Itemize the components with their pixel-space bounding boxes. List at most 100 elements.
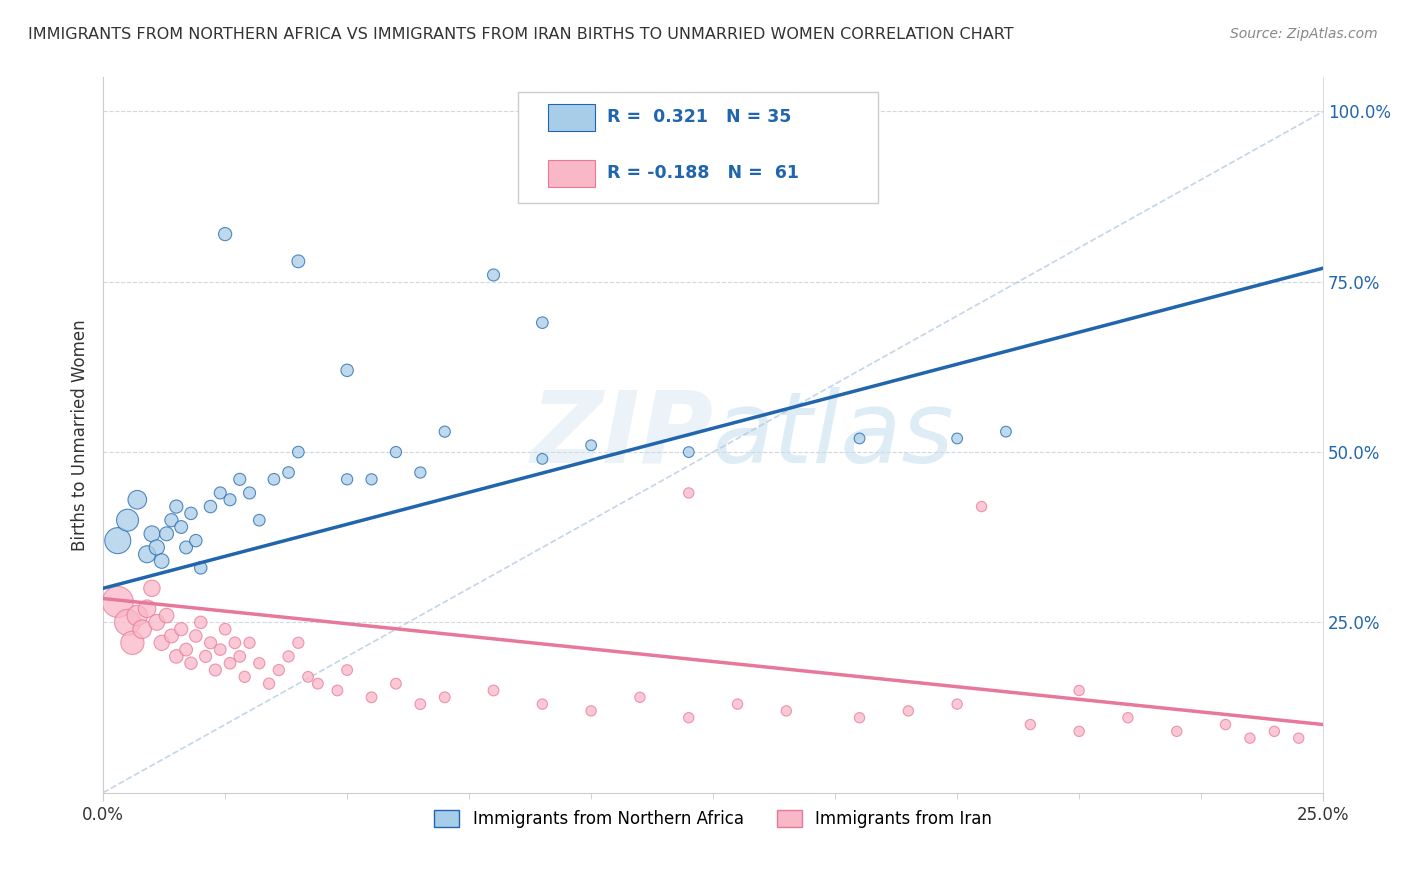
Point (287, 254, 309, 268)
Point (360, 472, 382, 486)
Point (336, 663, 359, 677)
Point (247, 657, 270, 671)
Point (848, 432, 870, 446)
Point (219, 492, 242, 507)
Point (1166, 724, 1188, 739)
Point (200, 500, 222, 514)
Point (409, 697, 432, 711)
Point (531, 316, 554, 330)
Point (263, 472, 285, 486)
Point (848, 711, 870, 725)
Point (150, 554, 173, 568)
Point (1239, 731, 1261, 746)
Point (994, 425, 1017, 439)
Point (200, 636, 222, 650)
Point (307, 676, 329, 690)
Point (385, 445, 408, 459)
Point (727, 697, 749, 711)
Point (233, 670, 256, 684)
Point (160, 513, 183, 527)
Point (360, 690, 382, 705)
Point (482, 268, 505, 282)
Point (970, 500, 993, 514)
Point (267, 663, 290, 677)
Text: ZIP: ZIP (530, 386, 713, 483)
Point (141, 582, 163, 596)
Point (531, 697, 554, 711)
Point (209, 486, 232, 500)
Text: R = -0.188   N =  61: R = -0.188 N = 61 (607, 164, 799, 182)
Point (678, 486, 700, 500)
Point (174, 541, 197, 555)
Point (326, 683, 349, 698)
Text: R =  0.321   N = 35: R = 0.321 N = 35 (607, 109, 792, 127)
Point (219, 657, 242, 671)
Point (214, 622, 236, 636)
Legend: Immigrants from Northern Africa, Immigrants from Iran: Immigrants from Northern Africa, Immigra… (427, 803, 998, 834)
Point (277, 649, 299, 664)
Point (678, 711, 700, 725)
Point (224, 636, 246, 650)
Point (165, 500, 187, 514)
Point (209, 642, 232, 657)
Point (482, 683, 505, 698)
Point (1019, 717, 1042, 731)
Point (409, 466, 432, 480)
Point (180, 507, 202, 521)
Point (146, 541, 169, 555)
Point (277, 466, 299, 480)
Point (107, 533, 129, 548)
Point (150, 636, 173, 650)
Point (238, 486, 260, 500)
Point (180, 657, 202, 671)
Point (184, 533, 207, 548)
Point (117, 615, 139, 630)
Point (160, 629, 183, 643)
Point (433, 425, 456, 439)
Point (678, 445, 700, 459)
Point (136, 601, 159, 615)
Point (897, 704, 920, 718)
Point (107, 595, 129, 609)
Point (146, 615, 169, 630)
Point (433, 690, 456, 705)
FancyBboxPatch shape (548, 103, 595, 131)
Point (127, 608, 149, 623)
Point (117, 513, 139, 527)
Point (170, 520, 193, 534)
Point (1069, 724, 1091, 739)
Point (184, 629, 207, 643)
Point (155, 526, 177, 541)
Text: Source: ZipAtlas.com: Source: ZipAtlas.com (1230, 27, 1378, 41)
Point (1215, 717, 1237, 731)
Point (946, 697, 969, 711)
Point (131, 622, 153, 636)
Point (229, 472, 252, 486)
Point (336, 363, 359, 377)
Point (531, 451, 554, 466)
Point (336, 472, 359, 486)
Point (238, 636, 260, 650)
Point (775, 704, 797, 718)
Point (155, 608, 177, 623)
Point (165, 649, 187, 664)
Point (190, 561, 212, 575)
Point (190, 615, 212, 630)
Point (121, 636, 143, 650)
Point (287, 445, 309, 459)
Point (579, 438, 602, 452)
Point (287, 636, 309, 650)
FancyBboxPatch shape (517, 92, 877, 202)
Point (1263, 724, 1285, 739)
Point (229, 649, 252, 664)
Point (127, 492, 149, 507)
Point (946, 432, 969, 446)
Text: atlas: atlas (713, 386, 955, 483)
FancyBboxPatch shape (548, 160, 595, 186)
Point (1116, 711, 1139, 725)
Point (385, 676, 408, 690)
Point (170, 622, 193, 636)
Point (1069, 683, 1091, 698)
Point (297, 670, 319, 684)
Y-axis label: Births to Unmarried Women: Births to Unmarried Women (72, 319, 89, 551)
